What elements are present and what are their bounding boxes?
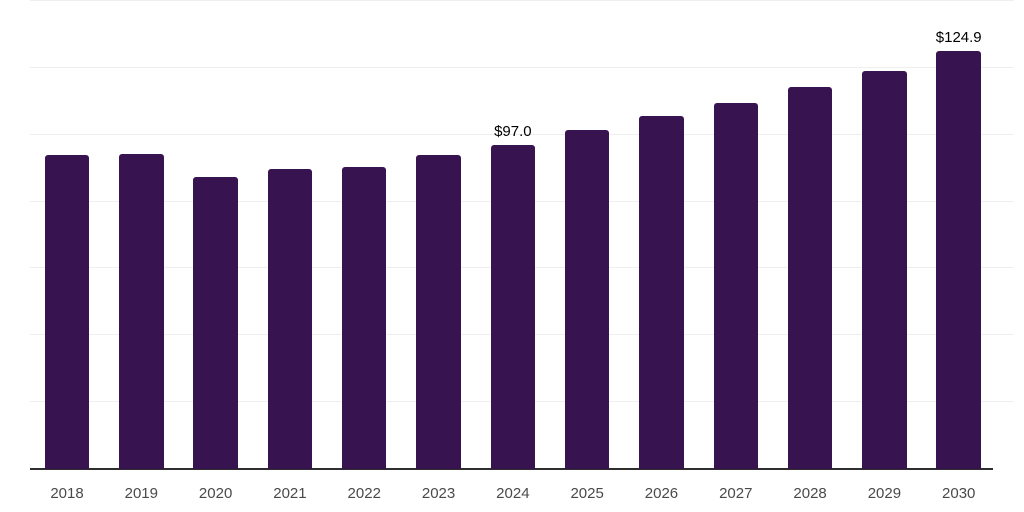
- bar-2024: [490, 144, 536, 469]
- bar-2020: [193, 176, 238, 469]
- x-axis-line: [30, 468, 993, 470]
- x-tick-2019: 2019: [124, 485, 158, 502]
- bar-2022: [341, 167, 387, 469]
- x-tick-2020: 2020: [198, 485, 233, 502]
- bar-2019: [119, 154, 164, 469]
- x-tick-2024: 2024: [496, 485, 530, 502]
- x-tick-2027: 2027: [719, 485, 753, 502]
- x-tick-2025: 2025: [570, 485, 604, 502]
- gridline-120: [30, 66, 1014, 68]
- gridline-140: [30, 0, 1014, 1]
- x-tick-2030: 2030: [942, 485, 976, 502]
- bar-2023: [416, 155, 461, 469]
- data-label-2024: $97.0: [494, 122, 532, 140]
- bar-2021: [267, 169, 313, 469]
- bar-2027: [713, 102, 759, 469]
- x-tick-2028: 2028: [793, 485, 827, 502]
- bar-2025: [564, 130, 610, 469]
- bar-2028: [787, 86, 833, 469]
- bar-2026: [639, 116, 684, 469]
- bar-2030: [936, 51, 981, 469]
- plot-area: $97.0 $124.9: [30, 0, 1014, 470]
- x-tick-2022: 2022: [347, 485, 381, 502]
- x-tick-2023: 2023: [421, 485, 456, 502]
- bar-2018: [44, 155, 90, 469]
- data-label-2030: $124.9: [935, 29, 982, 47]
- bar-2029: [862, 70, 907, 469]
- gridline-100: [30, 133, 1014, 135]
- x-tick-2029: 2029: [867, 485, 902, 502]
- x-tick-2026: 2026: [644, 485, 679, 502]
- x-tick-2018: 2018: [50, 485, 84, 502]
- x-tick-2021: 2021: [273, 485, 307, 502]
